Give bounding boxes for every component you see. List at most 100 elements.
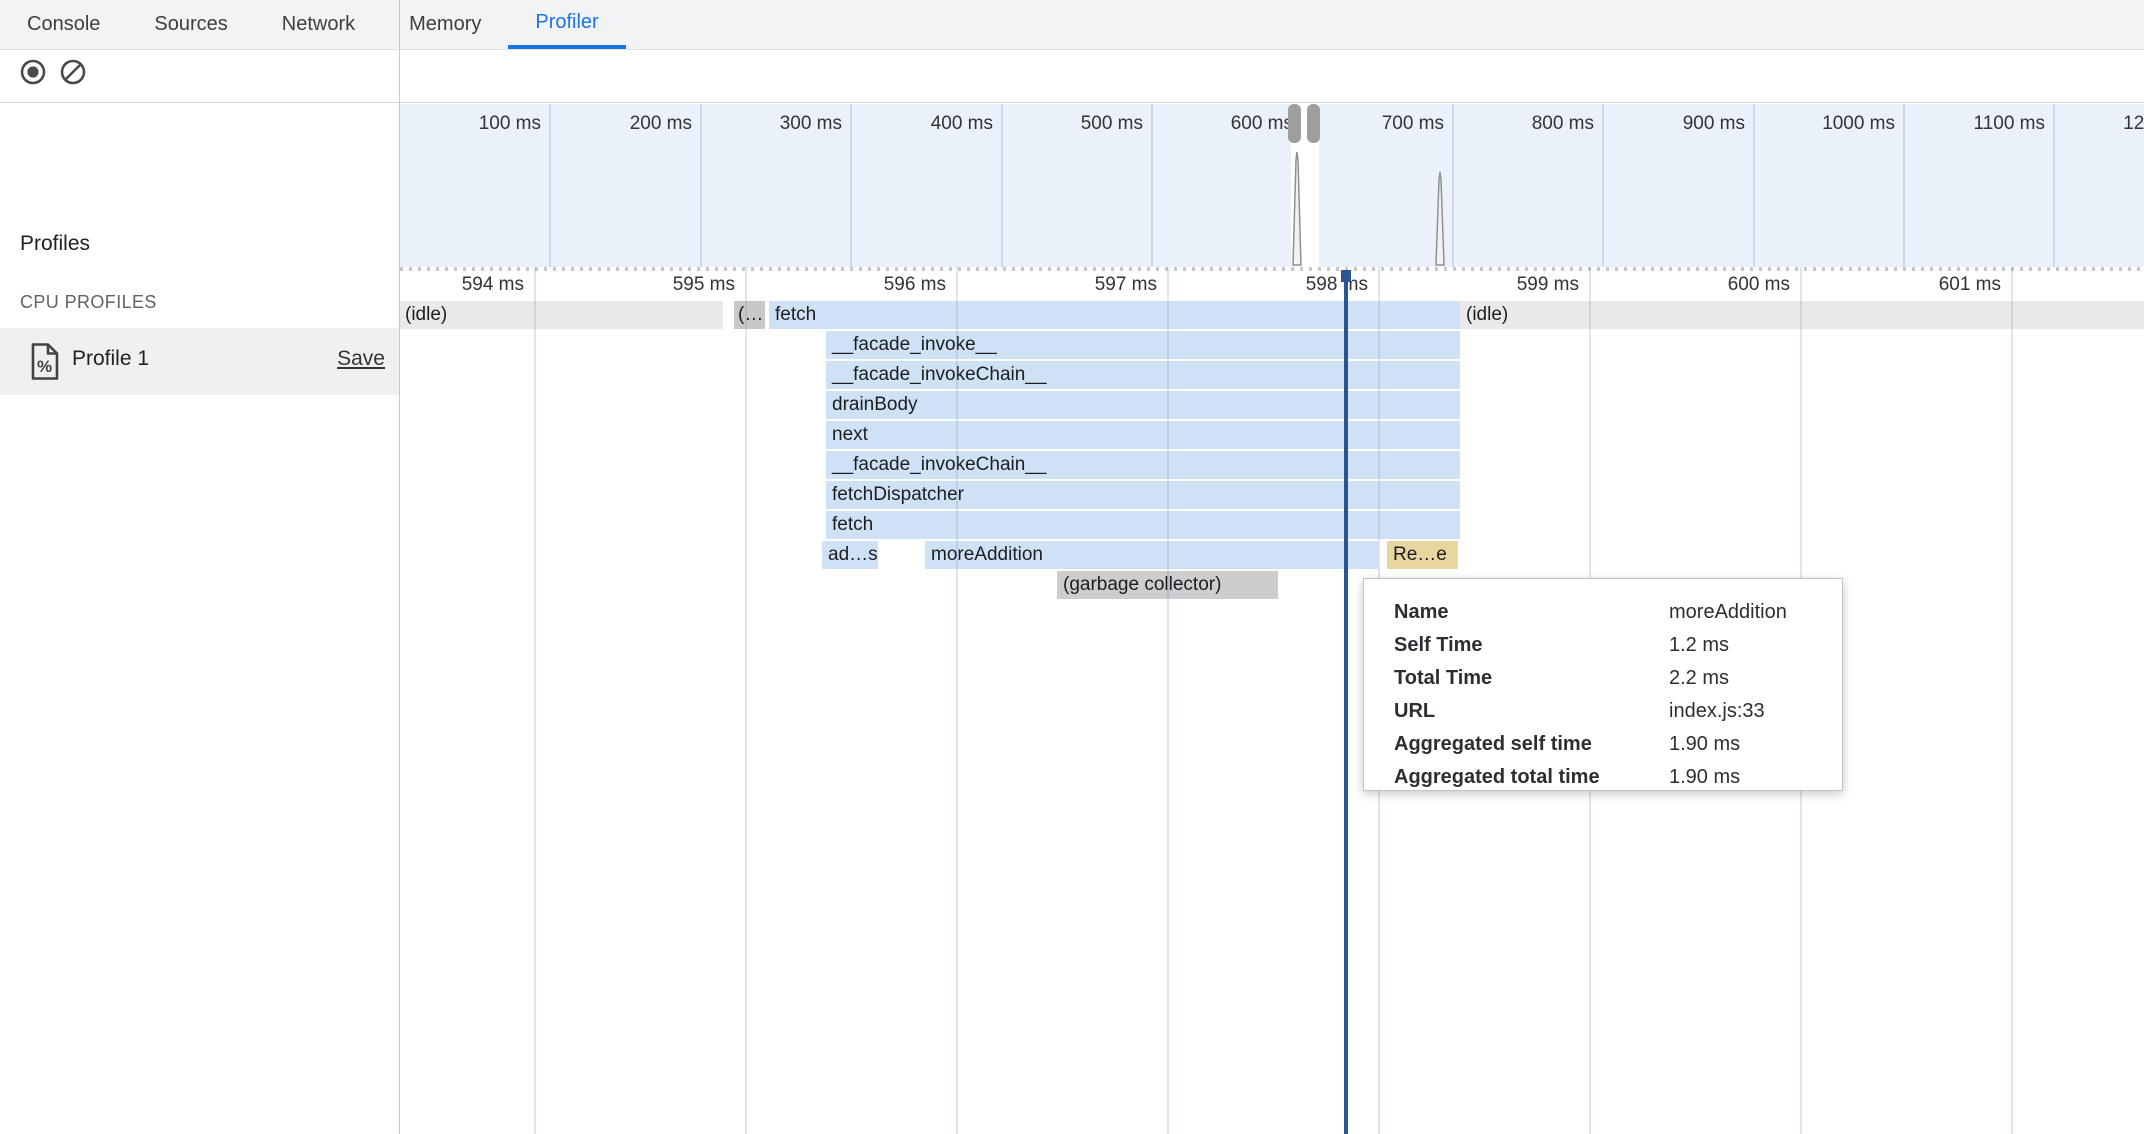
tooltip-label: Total Time bbox=[1394, 667, 1493, 689]
overview-tick-label: 500 ms bbox=[1080, 113, 1143, 134]
ruler-tick-label: 600 ms bbox=[1727, 274, 1790, 295]
overview-gridline bbox=[1452, 104, 1454, 267]
ruler-tick-label: 595 ms bbox=[672, 274, 735, 295]
ruler-tick-label: 601 ms bbox=[1938, 274, 2001, 295]
detail-gridline bbox=[2011, 267, 2013, 1134]
tab-network[interactable]: Network bbox=[281, 13, 356, 35]
flame-row: (idle) (… fetch (idle) bbox=[400, 300, 2144, 330]
flame-bar[interactable]: (… bbox=[734, 301, 765, 329]
flame-bar[interactable]: fetchDispatcher bbox=[826, 481, 1460, 509]
profiles-heading: Profiles bbox=[20, 232, 91, 255]
tooltip-value: 1.2 ms bbox=[1669, 634, 1730, 656]
overview-gridline bbox=[850, 104, 852, 267]
tooltip-row: Aggregated self time 1.90 ms bbox=[1394, 728, 1842, 761]
profile-name: Profile 1 bbox=[72, 347, 150, 370]
profile-save-link[interactable]: Save bbox=[337, 347, 385, 370]
ruler-tick-label: 596 ms bbox=[883, 274, 946, 295]
detail-gridline bbox=[745, 267, 747, 1134]
flame-bar[interactable]: fetch bbox=[769, 301, 1460, 329]
overview-gridline bbox=[1753, 104, 1755, 267]
flame-row: ad…s moreAddition Re…e bbox=[400, 540, 2144, 570]
tooltip-label: Aggregated self time bbox=[1394, 733, 1592, 755]
selection-handle-left[interactable] bbox=[1288, 104, 1301, 143]
flame-bar[interactable]: moreAddition bbox=[925, 541, 1378, 569]
tab-sources[interactable]: Sources bbox=[154, 13, 228, 35]
flame-bar[interactable]: __facade_invokeChain__ bbox=[826, 361, 1460, 389]
tooltip-label: Name bbox=[1394, 601, 1449, 623]
tooltip-label: Aggregated total time bbox=[1394, 766, 1600, 788]
flame-bar[interactable]: __facade_invoke__ bbox=[826, 331, 1460, 359]
flame-row: __facade_invokeChain__ bbox=[400, 450, 2144, 480]
overview-gridline bbox=[2053, 104, 2055, 267]
tooltip-label: URL bbox=[1394, 700, 1436, 722]
overview-gridline bbox=[549, 104, 551, 267]
flame-row: fetch bbox=[400, 510, 2144, 540]
flame-row: drainBody bbox=[400, 390, 2144, 420]
devtools-tab-bar: Console Sources Network Memory Profiler bbox=[0, 0, 2144, 50]
tab-console[interactable]: Console bbox=[27, 13, 101, 35]
overview-gridline bbox=[1903, 104, 1905, 267]
overview-gridline bbox=[1151, 104, 1153, 267]
overview-tick-label: 1000 ms bbox=[1822, 113, 1895, 134]
sidebar-divider bbox=[399, 0, 400, 1134]
overview-tick-label: 1100 ms bbox=[1973, 113, 2045, 134]
flame-bar[interactable]: drainBody bbox=[826, 391, 1460, 419]
clear-icon[interactable] bbox=[59, 58, 87, 86]
record-icon[interactable] bbox=[19, 58, 47, 86]
tooltip-value: moreAddition bbox=[1669, 601, 1787, 623]
flame-row: fetchDispatcher bbox=[400, 480, 2144, 510]
timeline-overview[interactable]: 100 ms 200 ms 300 ms 400 ms 500 ms 600 ms 700 … bbox=[400, 104, 2144, 269]
profile-document-icon: % bbox=[30, 343, 60, 385]
tooltip-row: Name moreAddition bbox=[1394, 596, 1842, 629]
overview-tick-label: 100 ms bbox=[478, 113, 541, 134]
flame-bar[interactable]: Re…e bbox=[1387, 541, 1458, 569]
tooltip-value: 1.90 ms bbox=[1669, 766, 1741, 788]
overview-gridline bbox=[1602, 104, 1604, 267]
ruler-tick-label: 598 ms bbox=[1305, 274, 1368, 295]
flame-bar[interactable]: (idle) bbox=[1460, 301, 2144, 329]
tooltip-label: Self Time bbox=[1394, 634, 1483, 656]
ruler-tick-label: 599 ms bbox=[1516, 274, 1579, 295]
tooltip-row: URL index.js:33 bbox=[1394, 695, 1842, 728]
tooltip-row: Self Time 1.2 ms bbox=[1394, 629, 1842, 662]
svg-text:%: % bbox=[37, 357, 52, 376]
flame-row: __facade_invoke__ bbox=[400, 330, 2144, 360]
overview-tick-label: 900 ms bbox=[1682, 113, 1745, 134]
selection-handle-right[interactable] bbox=[1307, 104, 1320, 143]
flame-bar[interactable]: fetch bbox=[826, 511, 1460, 539]
frame-details-tooltip: Name moreAddition Self Time 1.2 ms Total Tim… bbox=[1363, 578, 1843, 791]
toolbar: Chart bbox=[0, 50, 2144, 138]
overview-tick-label: 400 ms bbox=[930, 113, 993, 134]
overview-tick-label: 600 ms bbox=[1230, 113, 1293, 134]
tooltip-value: 1.90 ms bbox=[1669, 733, 1741, 755]
ruler-tick-label: 597 ms bbox=[1094, 274, 1157, 295]
tab-profiler[interactable]: Profiler bbox=[508, 0, 626, 49]
overview-gridline bbox=[1001, 104, 1003, 267]
playhead-line[interactable] bbox=[1344, 270, 1348, 1134]
flame-bar[interactable]: (idle) bbox=[400, 301, 723, 329]
flame-row: __facade_invokeChain__ bbox=[400, 360, 2144, 390]
overview-tick-label: 700 ms bbox=[1381, 113, 1444, 134]
flame-bar[interactable]: (garbage collector) bbox=[1057, 571, 1278, 599]
flame-chart[interactable]: 594 ms 595 ms 596 ms 597 ms 598 ms 599 ms 600 … bbox=[400, 267, 2144, 1134]
overview-tick-label: 1200 ms bbox=[2123, 113, 2144, 134]
ruler-tick-label: 594 ms bbox=[461, 274, 524, 295]
detail-gridline bbox=[1167, 267, 1169, 1134]
profiles-sidebar: Profiles CPU PROFILES % Profile 1 Save bbox=[0, 103, 399, 1134]
detail-gridline bbox=[956, 267, 958, 1134]
tab-memory[interactable]: Memory bbox=[409, 13, 482, 35]
flame-bar[interactable]: __facade_invokeChain__ bbox=[826, 451, 1460, 479]
profile-list-item[interactable]: % Profile 1 Save bbox=[0, 328, 399, 395]
flame-row: next bbox=[400, 420, 2144, 450]
tooltip-row: Aggregated total time 1.90 ms bbox=[1394, 761, 1842, 794]
tooltip-value: index.js:33 bbox=[1669, 700, 1765, 722]
flame-bar[interactable]: next bbox=[826, 421, 1460, 449]
flame-bar[interactable]: ad…s bbox=[822, 541, 878, 569]
detail-gridline bbox=[534, 267, 536, 1134]
overview-gridline bbox=[700, 104, 702, 267]
overview-tick-label: 300 ms bbox=[779, 113, 842, 134]
ruler-minor-ticks bbox=[400, 267, 2144, 271]
tooltip-value: 2.2 ms bbox=[1669, 667, 1730, 689]
tooltip-row: Total Time 2.2 ms bbox=[1394, 662, 1842, 695]
